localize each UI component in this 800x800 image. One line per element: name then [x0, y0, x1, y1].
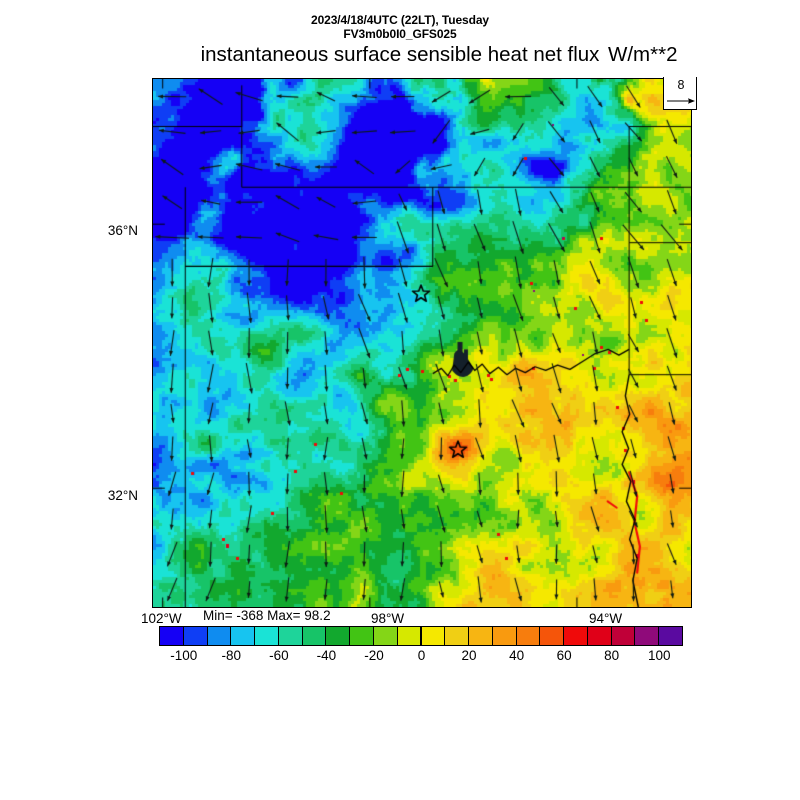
colorbar-swatch [372, 626, 398, 646]
colorbar-tick-label: -100 [170, 648, 198, 663]
colorbar-swatch [182, 626, 208, 646]
lon-tick-label-102w: 102°W [141, 611, 182, 626]
lat-tick-label-32n: 32°N [107, 488, 138, 503]
colorbar-tick-label: -20 [364, 648, 384, 663]
map-plot-area[interactable] [152, 78, 692, 608]
colorbar-tick-label: 0 [417, 648, 426, 663]
colorbar-swatch [586, 626, 612, 646]
colorbar-tick-label: -60 [269, 648, 289, 663]
wind-vector-key-magnitude: 8 [677, 78, 685, 92]
colorbar-swatch [491, 626, 517, 646]
colorbar-swatch [444, 626, 470, 646]
right-arrow-icon [667, 98, 695, 104]
colorbar-swatch [325, 626, 351, 646]
page-title: instantaneous surface sensible heat net … [200, 43, 600, 66]
colorbar-tick-label: 100 [647, 648, 671, 663]
colorbar-swatch [349, 626, 374, 646]
lon-tick-label-94w: 94°W [589, 611, 623, 626]
header-datetime: 2023/4/18/4UTC (22LT), Tuesday [311, 13, 489, 27]
header-model-name: FV3m0b0I0_GFS025 [343, 27, 457, 41]
colorbar-swatch [301, 626, 327, 646]
colorbar-tick-label: 40 [509, 648, 525, 663]
colorbar-swatch [206, 626, 232, 646]
colorbar: -100 -80 -60 -40 -20 0 20 40 60 80 100 [159, 626, 683, 663]
colorbar-swatch [254, 626, 279, 646]
wind-vector-key: 8 [663, 77, 697, 110]
colorbar-swatch [277, 626, 303, 646]
colorbar-swatch [396, 626, 422, 646]
colorbar-swatch [159, 626, 184, 646]
min-max-readout: Min= -368 Max= 98.2 [203, 608, 331, 623]
colorbar-swatch [634, 626, 660, 646]
colorbar-tick-label: 80 [604, 648, 620, 663]
lon-tick-label-98w: 98°W [371, 611, 405, 626]
colorbar-tick-label: -40 [316, 648, 337, 663]
colorbar-swatch [563, 626, 588, 646]
colorbar-swatch [658, 626, 683, 646]
colorbar-swatch [515, 626, 541, 646]
colorbar-swatch [230, 626, 256, 646]
title-units-label: W/m**2 [608, 43, 678, 66]
colorbar-tick-label: 60 [556, 648, 572, 663]
colorbar-swatch [468, 626, 493, 646]
colorbar-swatch [539, 626, 565, 646]
map-overlay-canvas [153, 79, 691, 607]
lat-tick-label-36n: 36°N [107, 223, 138, 238]
colorbar-swatch [610, 626, 636, 646]
colorbar-tick-label: 20 [461, 648, 477, 663]
colorbar-swatch [420, 626, 446, 646]
colorbar-tick-label: -80 [221, 648, 242, 663]
